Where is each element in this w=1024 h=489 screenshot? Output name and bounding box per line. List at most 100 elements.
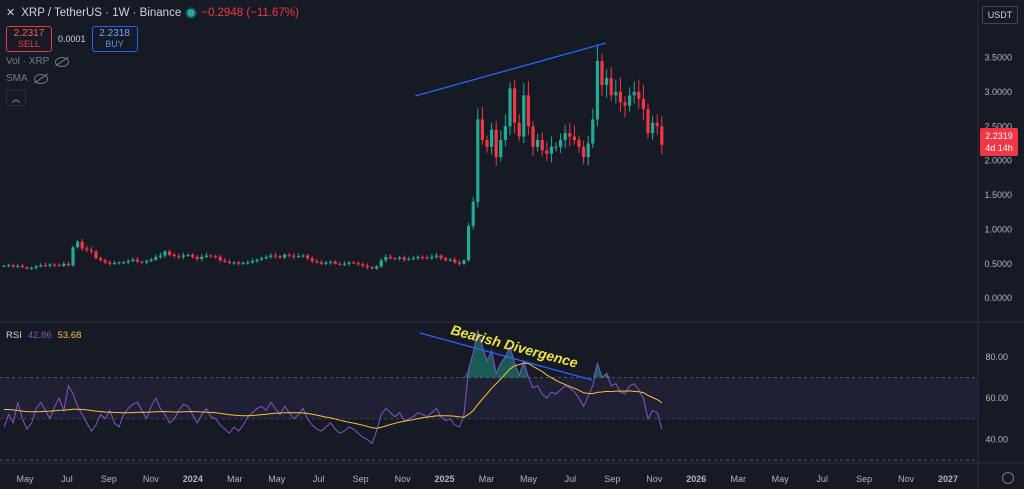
candle-body	[131, 259, 135, 261]
time-tick-label: Mar	[227, 474, 243, 484]
rsi-ma-line	[4, 362, 663, 429]
candle-body	[112, 263, 116, 265]
candle-body	[292, 255, 296, 257]
symbol-title[interactable]: XRP / TetherUS · 1W · Binance	[21, 6, 182, 19]
buy-button[interactable]: 2.2318 BUY	[91, 26, 138, 52]
candle-body	[2, 265, 6, 267]
rsi-tick-label: 40.00	[985, 434, 1008, 444]
candle-body	[398, 257, 402, 259]
candle-body	[310, 258, 314, 261]
trade-panel: 2.2317 SELL 0.0001 2.2318 BUY	[6, 26, 138, 52]
chevron-up-icon[interactable]: ︿	[6, 90, 26, 106]
rsi-tick-label: 60.00	[985, 393, 1008, 403]
candle-body	[269, 255, 273, 257]
candle-body	[273, 255, 277, 257]
candle-body	[485, 140, 489, 147]
buy-label: BUY	[105, 39, 124, 49]
time-tick-label: 2024	[183, 474, 203, 484]
candle-body	[117, 262, 121, 264]
time-tick-label: Sep	[101, 474, 117, 484]
candle-body	[149, 259, 153, 261]
candle-body	[421, 256, 425, 258]
candle-body	[53, 264, 57, 266]
spread-value: 0.0001	[58, 34, 86, 44]
time-tick-label: Jul	[313, 474, 325, 484]
candle-body	[370, 267, 374, 269]
candle-body	[315, 261, 319, 263]
candle-body	[365, 265, 369, 268]
candle-body	[342, 263, 346, 265]
candle-body	[34, 266, 38, 268]
price-tick-label: 3.0000	[984, 87, 1012, 97]
last-price: 2.2319	[985, 131, 1013, 141]
candle-body	[135, 259, 139, 262]
candle-body	[168, 251, 172, 255]
time-tick-label: May	[772, 474, 790, 484]
price-change: −0.2948 (−11.67%)	[201, 6, 299, 19]
candle-body	[595, 60, 599, 120]
sma-indicator[interactable]: SMA	[6, 73, 48, 84]
candle-body	[227, 261, 231, 264]
time-tick-label: Jul	[61, 474, 73, 484]
candle-body	[11, 265, 15, 267]
time-tick-label: May	[268, 474, 286, 484]
time-tick-label: May	[520, 474, 538, 484]
candle-body	[71, 247, 75, 266]
time-tick-label: Sep	[856, 474, 872, 484]
sell-button[interactable]: 2.2317 SELL	[6, 26, 52, 52]
candle-body	[172, 254, 176, 257]
candle-body	[163, 251, 167, 256]
candle-body	[526, 95, 530, 127]
candle-body	[660, 126, 664, 145]
candle-body	[508, 88, 512, 127]
candle-body	[89, 250, 93, 252]
time-tick-label: Nov	[898, 474, 915, 484]
buy-price: 2.2318	[99, 28, 130, 39]
candle-body	[554, 146, 558, 148]
time-tick-label: 2025	[435, 474, 455, 484]
rsi-legend[interactable]: RSI 42.86 53.68	[6, 330, 81, 341]
settings-icon[interactable]	[1002, 472, 1014, 484]
candle-body	[43, 265, 47, 267]
volume-indicator[interactable]: Vol · XRP	[6, 56, 70, 67]
candle-body	[237, 262, 241, 264]
candle-body	[324, 262, 328, 264]
candle-body	[448, 259, 452, 261]
candle-body	[453, 259, 457, 263]
candle-body	[338, 263, 342, 265]
rsi-label: RSI	[6, 330, 22, 341]
currency-button[interactable]: USDT	[982, 6, 1018, 24]
rsi-tick-label: 80.00	[985, 352, 1008, 362]
candle-body	[375, 266, 379, 269]
candle-body	[250, 261, 254, 263]
time-tick-label: Nov	[646, 474, 663, 484]
candle-body	[278, 256, 282, 258]
candle-body	[430, 256, 434, 259]
time-tick-label: 2027	[938, 474, 958, 484]
time-tick-label: Nov	[395, 474, 412, 484]
time-tick-label: Mar	[730, 474, 746, 484]
candle-body	[264, 256, 268, 259]
candle-body	[287, 254, 291, 256]
price-tick-label: 0.5000	[984, 259, 1012, 269]
time-tick-label: May	[16, 474, 34, 484]
candle-body	[283, 254, 287, 258]
candle-body	[241, 263, 245, 265]
candle-body	[632, 91, 636, 96]
candle-body	[439, 255, 443, 259]
candle-body	[425, 257, 429, 259]
candle-body	[545, 150, 549, 154]
candle-body	[494, 129, 498, 158]
candle-body	[85, 248, 89, 250]
candle-body	[260, 258, 264, 260]
candle-body	[434, 255, 438, 257]
candle-body	[503, 126, 507, 140]
candle-body	[407, 258, 411, 260]
candle-body	[30, 267, 34, 269]
x-icon[interactable]: ✕	[6, 7, 16, 19]
bar-countdown: 4d 14h	[985, 143, 1013, 153]
eye-icon[interactable]	[55, 56, 70, 67]
candle-body	[177, 256, 181, 258]
eye-icon[interactable]	[33, 73, 48, 84]
